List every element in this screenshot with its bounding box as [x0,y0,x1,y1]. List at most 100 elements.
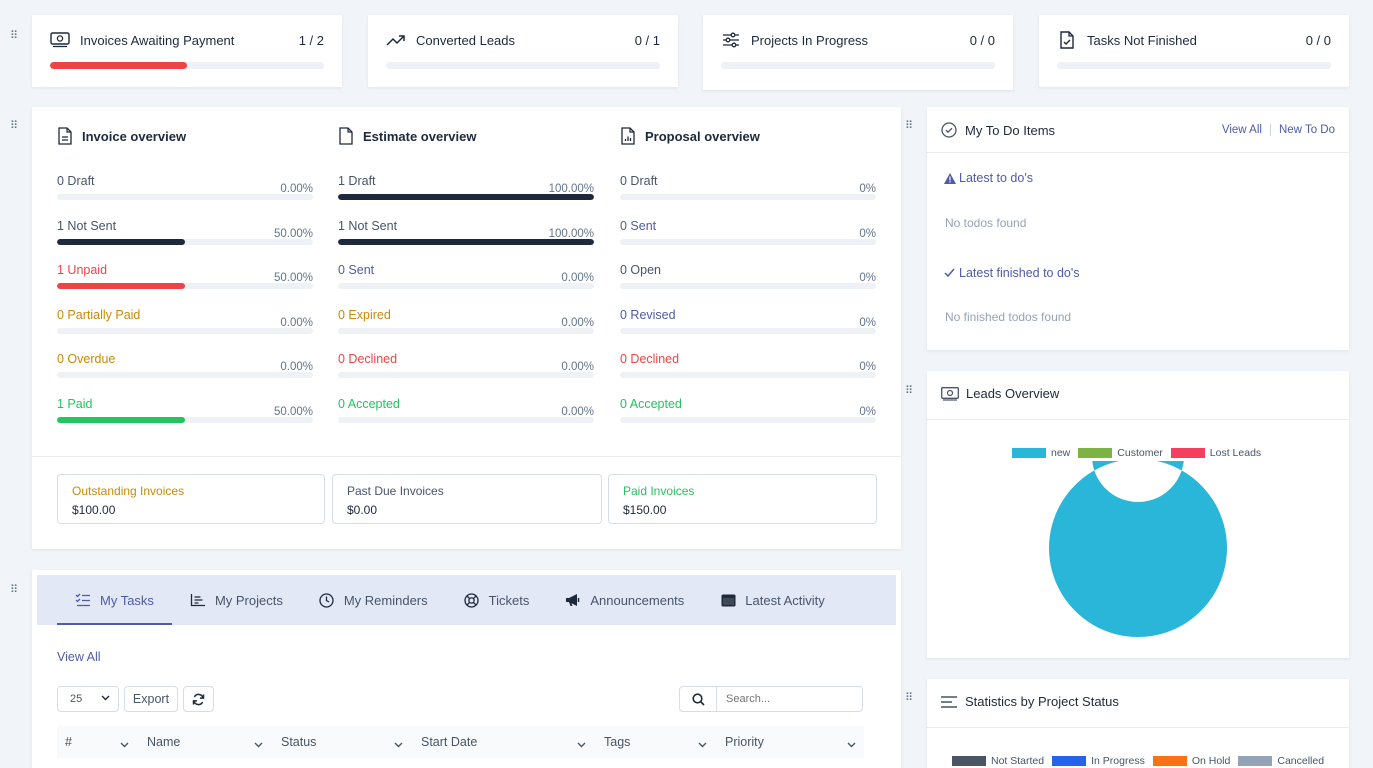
money-icon [941,386,959,401]
invoice-status-row[interactable]: 1 Not Sent 50.00% [57,219,313,259]
finished-todos-label: Latest finished to do's [959,266,1080,280]
column-header[interactable]: Status [271,726,411,758]
status-percent: 0% [859,361,876,373]
invoice-summary-box: Past Due Invoices $0.00 [332,474,602,524]
tab-announcements[interactable]: Announcements [547,575,702,625]
status-progress-fill [57,283,185,289]
column-header[interactable]: # [57,726,137,758]
status-progress-fill [57,416,185,423]
estimate-status-row[interactable]: 1 Draft 100.00% [338,174,594,214]
proposal-status-row[interactable]: 0 Draft 0% [620,174,876,214]
status-label[interactable]: 1 Not Sent [338,218,398,233]
legend-item[interactable]: Customer [1078,447,1163,459]
export-button[interactable]: Export [124,686,178,712]
legend-label: Not Started [991,755,1045,767]
latest-todos-heading: Latest to do's [944,171,1033,185]
leads-overview-card: Leads Overview new Customer Lost Leads [927,371,1349,658]
proposal-status-row[interactable]: 0 Sent 0% [620,219,876,259]
status-label[interactable]: 0 Draft [57,174,95,188]
finance-overview-card: Invoice overview 0 Draft 0.00% 1 Not Sent 50… [32,107,901,549]
donut-slice[interactable] [1048,461,1227,637]
status-label[interactable]: 1 Paid [57,396,93,411]
stat-card: Tasks Not Finished 0 / 0 [1039,15,1349,87]
estimate-status-row[interactable]: 0 Accepted 0.00% [338,397,594,437]
status-label[interactable]: 0 Draft [620,174,658,188]
stat-count: 1 / 2 [298,32,324,48]
status-label[interactable]: 0 Accepted [338,396,400,411]
legend-item[interactable]: new [1012,447,1070,459]
status-percent: 0% [859,227,876,240]
invoice-status-row[interactable]: 0 Partially Paid 0.00% [57,308,313,348]
stat-count: 0 / 1 [634,32,660,48]
invoice-status-row[interactable]: 1 Unpaid 50.00% [57,263,313,303]
status-percent: 50.00% [273,227,313,240]
proposal-status-row[interactable]: 0 Accepted 0% [620,397,876,437]
column-header[interactable]: Start Date [411,726,594,758]
status-label[interactable]: 0 Sent [338,263,375,277]
stat-progress-bar [721,62,995,69]
legend-item[interactable]: Not Started [952,755,1044,767]
proposal-status-row[interactable]: 0 Declined 0% [620,352,876,392]
status-label[interactable]: 0 Revised [620,307,676,322]
column-header[interactable]: Tags [594,726,715,758]
tab-latest-activity[interactable]: Latest Activity [702,575,842,625]
proposal-status-row[interactable]: 0 Open 0% [620,263,876,303]
drag-handle-icon[interactable]: ⠿ [905,120,915,132]
search-button[interactable] [679,686,717,712]
page-size-value: 25 [70,693,83,705]
estimate-status-row[interactable]: 0 Sent 0.00% [338,263,594,303]
status-label[interactable]: 0 Sent [620,218,657,233]
clock-icon [319,592,335,608]
status-label[interactable]: 1 Draft [338,174,376,188]
chevron-down-icon [120,737,129,751]
tab-tickets[interactable]: Tickets [446,575,548,625]
view-all-todos-link[interactable]: View All [1221,124,1262,136]
tab-my-tasks[interactable]: My Tasks [57,575,172,625]
legend-item[interactable]: Cancelled [1238,755,1324,767]
estimate-status-row[interactable]: 1 Not Sent 100.00% [338,219,594,259]
view-all-tasks-link[interactable]: View All [57,650,101,664]
status-label[interactable]: 0 Open [620,263,662,277]
status-label[interactable]: 0 Accepted [620,396,682,411]
proposal-status-row[interactable]: 0 Revised 0% [620,308,876,348]
drag-handle-icon[interactable]: ⠿ [10,584,20,596]
status-progress-bar [338,327,594,334]
legend-swatch [1052,756,1087,766]
invoice-overview-heading: Invoice overview [57,127,186,145]
stat-header: Converted Leads 0 / 1 [386,30,660,50]
page-size-select[interactable]: 25 [57,686,119,712]
estimate-status-row[interactable]: 0 Declined 0.00% [338,352,594,392]
status-label[interactable]: 0 Declined [338,352,398,366]
column-header-label: Name [147,735,181,749]
invoice-status-row[interactable]: 0 Draft 0.00% [57,174,313,214]
invoice-status-row[interactable]: 0 Overdue 0.00% [57,352,313,392]
drag-handle-icon[interactable]: ⠿ [10,30,20,42]
status-progress-bar [57,327,313,334]
column-header[interactable]: Priority [715,726,864,758]
status-label[interactable]: 1 Unpaid [57,263,108,277]
status-label[interactable]: 1 Not Sent [57,218,117,233]
estimate-status-row[interactable]: 0 Expired 0.00% [338,308,594,348]
drag-handle-icon[interactable]: ⠿ [10,120,20,132]
legend-item[interactable]: On Hold [1152,755,1230,767]
search-icon [691,692,705,706]
search-input[interactable] [716,686,863,712]
status-label[interactable]: 0 Expired [338,307,391,322]
drag-handle-icon[interactable]: ⠿ [905,385,915,397]
new-todo-link[interactable]: New To Do [1278,124,1335,136]
column-header[interactable]: Name [137,726,271,758]
tab-my-reminders[interactable]: My Reminders [301,575,446,625]
refresh-button[interactable] [183,686,214,712]
tab-my-projects[interactable]: My Projects [172,575,301,625]
legend-item[interactable]: Lost Leads [1170,447,1261,459]
summary-label: Outstanding Invoices [72,484,185,498]
summary-value: $150.00 [623,503,667,517]
status-label[interactable]: 0 Overdue [57,352,116,366]
status-label[interactable]: 0 Declined [620,352,680,366]
drag-handle-icon[interactable]: ⠿ [905,692,915,704]
legend-item[interactable]: In Progress [1052,755,1145,767]
column-header-label: Tags [604,735,631,749]
status-label[interactable]: 0 Partially Paid [57,307,141,322]
invoice-status-row[interactable]: 1 Paid 50.00% [57,397,313,437]
status-progress-bar [338,416,594,423]
